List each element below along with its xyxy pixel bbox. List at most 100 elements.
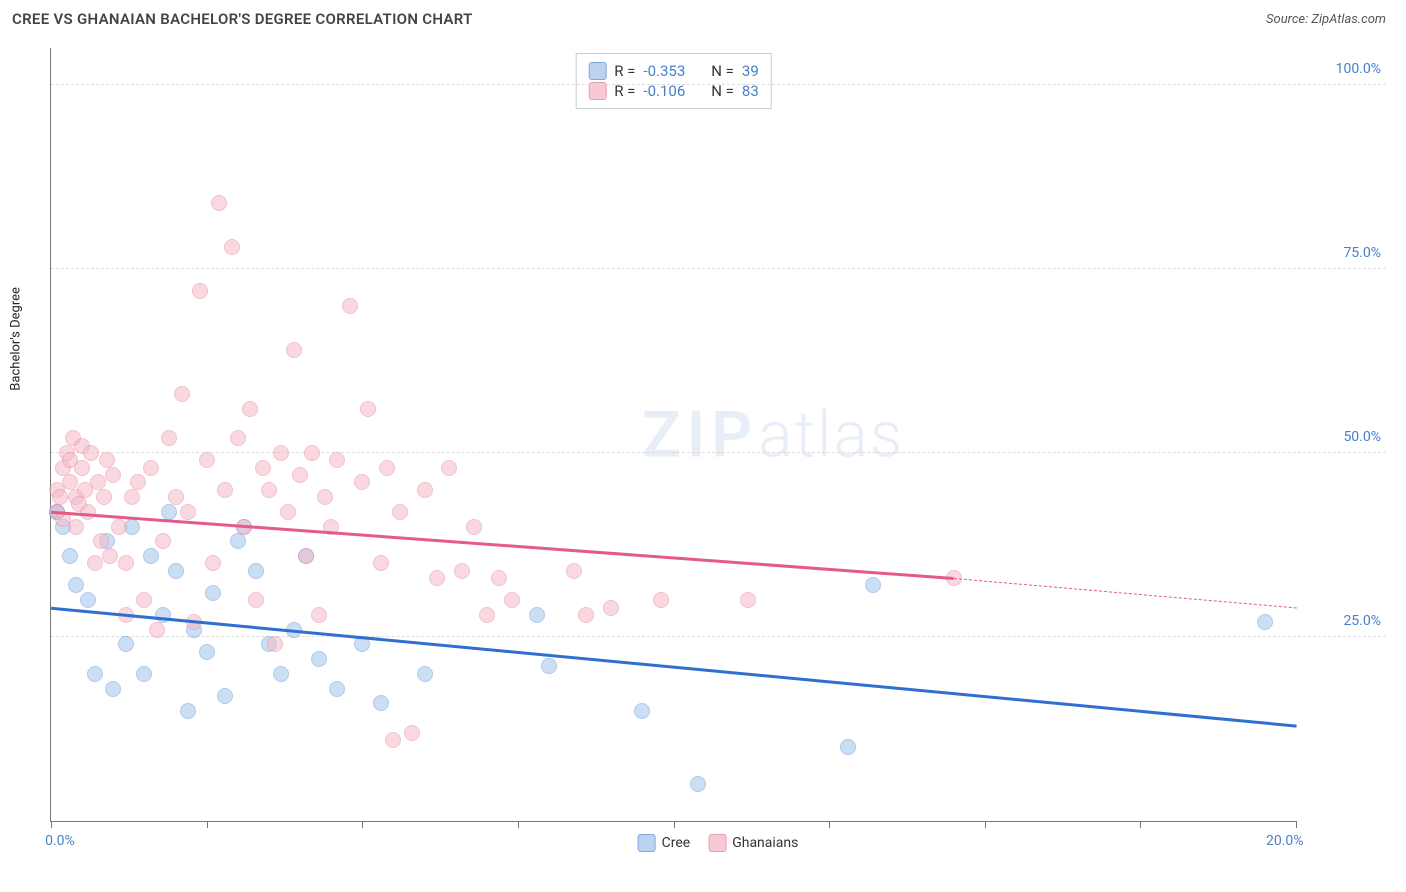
data-point <box>404 725 420 741</box>
x-tick <box>51 821 52 828</box>
data-point <box>192 283 208 299</box>
data-point <box>280 504 296 520</box>
data-point <box>96 489 112 505</box>
legend-item: Ghanaians <box>708 834 798 852</box>
data-point <box>329 452 345 468</box>
data-point <box>217 482 233 498</box>
data-point <box>634 703 650 719</box>
data-point <box>199 452 215 468</box>
data-point <box>168 563 184 579</box>
data-point <box>68 577 84 593</box>
gridline <box>51 84 1386 85</box>
data-point <box>199 644 215 660</box>
data-point <box>161 430 177 446</box>
data-point <box>52 489 68 505</box>
data-point <box>155 533 171 549</box>
stats-legend-box: R =-0.353N =39R =-0.106N =83 <box>575 53 772 109</box>
y-tick-label: 75.0% <box>1343 245 1381 261</box>
data-point <box>360 401 376 417</box>
data-point <box>429 570 445 586</box>
data-point <box>83 445 99 461</box>
data-point <box>342 298 358 314</box>
data-point <box>740 592 756 608</box>
data-point <box>136 666 152 682</box>
x-tick-label: 0.0% <box>45 833 75 849</box>
data-point <box>80 504 96 520</box>
data-point <box>261 482 277 498</box>
data-point <box>311 607 327 623</box>
data-point <box>479 607 495 623</box>
data-point <box>230 533 246 549</box>
data-point <box>603 600 619 616</box>
data-point <box>230 430 246 446</box>
series-swatch <box>638 834 656 852</box>
data-point <box>441 460 457 476</box>
data-point <box>392 504 408 520</box>
data-point <box>255 460 271 476</box>
gridline <box>51 636 1386 637</box>
gridline <box>51 268 1386 269</box>
gridline <box>51 452 1386 453</box>
stat-n-label: N = <box>711 62 734 80</box>
legend-item: Cree <box>638 834 691 852</box>
data-point <box>385 732 401 748</box>
data-point <box>311 651 327 667</box>
x-tick <box>674 821 675 828</box>
data-point <box>168 489 184 505</box>
data-point <box>87 666 103 682</box>
data-point <box>273 445 289 461</box>
series-swatch <box>708 834 726 852</box>
legend-label: Ghanaians <box>732 835 798 851</box>
data-point <box>136 592 152 608</box>
data-point <box>286 342 302 358</box>
y-tick-label: 25.0% <box>1343 613 1381 629</box>
data-point <box>68 519 84 535</box>
data-point <box>379 460 395 476</box>
data-point <box>205 555 221 571</box>
x-tick <box>1296 821 1297 828</box>
data-point <box>248 563 264 579</box>
data-point <box>566 563 582 579</box>
data-point <box>105 681 121 697</box>
watermark: ZIPatlas <box>642 397 904 472</box>
x-tick <box>207 821 208 828</box>
data-point <box>541 658 557 674</box>
x-tick-label: 20.0% <box>1266 833 1304 849</box>
data-point <box>211 195 227 211</box>
data-point <box>354 474 370 490</box>
data-point <box>317 489 333 505</box>
stat-r-value: -0.353 <box>643 62 685 80</box>
trend-line-extrapolated <box>954 578 1296 608</box>
data-point <box>174 386 190 402</box>
data-point <box>267 636 283 652</box>
data-point <box>840 739 856 755</box>
data-point <box>62 474 78 490</box>
data-point <box>1257 614 1273 630</box>
data-point <box>124 489 140 505</box>
data-point <box>74 460 90 476</box>
data-point <box>329 681 345 697</box>
legend-label: Cree <box>662 835 691 851</box>
data-point <box>242 401 258 417</box>
x-tick <box>362 821 363 828</box>
source-attribution: Source: ZipAtlas.com <box>1266 12 1386 27</box>
x-tick <box>985 821 986 828</box>
x-tick <box>518 821 519 828</box>
y-axis-label: Bachelor's Degree <box>9 287 24 391</box>
data-point <box>298 548 314 564</box>
data-point <box>292 467 308 483</box>
data-point <box>865 577 881 593</box>
data-point <box>653 592 669 608</box>
y-tick-label: 50.0% <box>1343 429 1381 445</box>
data-point <box>118 636 134 652</box>
data-point <box>504 592 520 608</box>
data-point <box>87 555 103 571</box>
data-point <box>217 688 233 704</box>
data-point <box>454 563 470 579</box>
stat-n-value: 39 <box>742 62 759 80</box>
data-point <box>102 548 118 564</box>
data-point <box>304 445 320 461</box>
data-point <box>417 482 433 498</box>
trend-line <box>51 511 954 580</box>
data-point <box>180 703 196 719</box>
